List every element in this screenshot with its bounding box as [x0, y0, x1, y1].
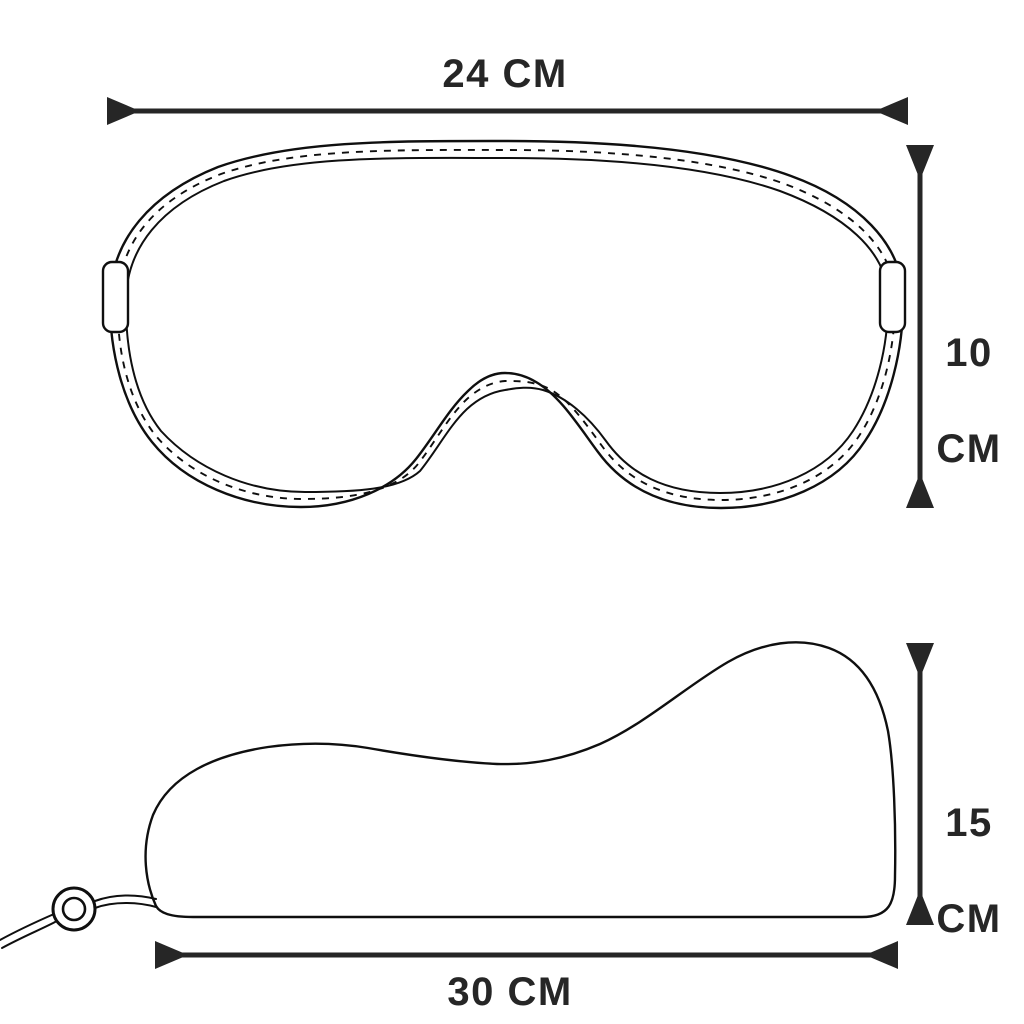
- cord-ring-inner: [61, 896, 87, 922]
- mask-height-arrow-bottom: [906, 473, 934, 508]
- drawstring-cord-left-lower: [1, 920, 58, 949]
- pouch-width-arrow-left: [155, 941, 188, 969]
- drawstring-cord-right: [94, 894, 157, 902]
- mask-height-arrow-top: [906, 145, 934, 180]
- pouch-height-value: 15: [945, 801, 993, 845]
- pouch-drawing: [0, 641, 897, 949]
- pouch-outline: [144, 641, 897, 919]
- pouch-height-arrow-top: [906, 643, 934, 678]
- pouch-height-arrow-bottom: [906, 890, 934, 925]
- mask-stitch-line: [116, 149, 896, 501]
- mask-inner-contour: [124, 156, 890, 494]
- mask-width-arrow-right: [875, 97, 908, 125]
- dimension-lines: [107, 97, 934, 969]
- drawstring-cord-left: [0, 913, 55, 941]
- mask-height-unit: CM: [936, 427, 1002, 471]
- left-strap-tab: [101, 260, 130, 334]
- right-strap-tab: [878, 260, 907, 334]
- drawstring-cord-right-lower: [94, 902, 157, 909]
- pouch-height-unit: CM: [936, 897, 1002, 941]
- mask-height-value: 10: [945, 331, 993, 375]
- pouch-width-arrow-right: [865, 941, 898, 969]
- pouch-width-label: 30 CM: [447, 970, 573, 1014]
- mask-width-arrow-left: [107, 97, 140, 125]
- pouch-height-label: 15 CM: [928, 751, 1010, 991]
- sleep-mask-drawing: [101, 139, 907, 510]
- mask-outer-contour: [108, 139, 905, 510]
- mask-height-label: 10 CM: [928, 281, 1010, 521]
- mask-width-label: 24 CM: [442, 52, 568, 96]
